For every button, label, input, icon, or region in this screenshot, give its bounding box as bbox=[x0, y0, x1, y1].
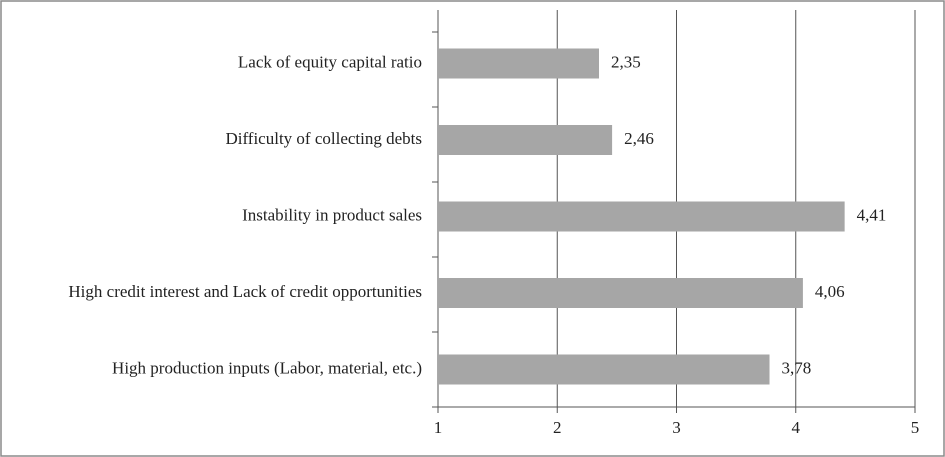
bar bbox=[438, 354, 770, 385]
value-label: 2,35 bbox=[611, 52, 641, 71]
bar bbox=[438, 201, 845, 232]
x-tick-label: 4 bbox=[792, 418, 801, 437]
value-label: 4,41 bbox=[857, 205, 887, 224]
bar bbox=[438, 125, 613, 155]
bar bbox=[438, 278, 803, 308]
y-tick-label: High credit interest and Lack of credit … bbox=[68, 282, 422, 301]
y-tick-label: High production inputs (Labor, material,… bbox=[112, 358, 422, 377]
bar bbox=[438, 48, 599, 79]
x-tick-label: 1 bbox=[434, 418, 443, 437]
y-tick-label: Instability in product sales bbox=[242, 205, 422, 224]
y-tick-label: Difficulty of collecting debts bbox=[225, 129, 422, 148]
y-tick-label: Lack of equity capital ratio bbox=[238, 52, 422, 71]
value-label: 2,46 bbox=[624, 129, 654, 148]
value-label: 4,06 bbox=[815, 282, 845, 301]
value-label: 3,78 bbox=[782, 358, 812, 377]
x-tick-label: 5 bbox=[911, 418, 920, 437]
x-tick-label: 2 bbox=[553, 418, 562, 437]
x-tick-label: 3 bbox=[672, 418, 681, 437]
